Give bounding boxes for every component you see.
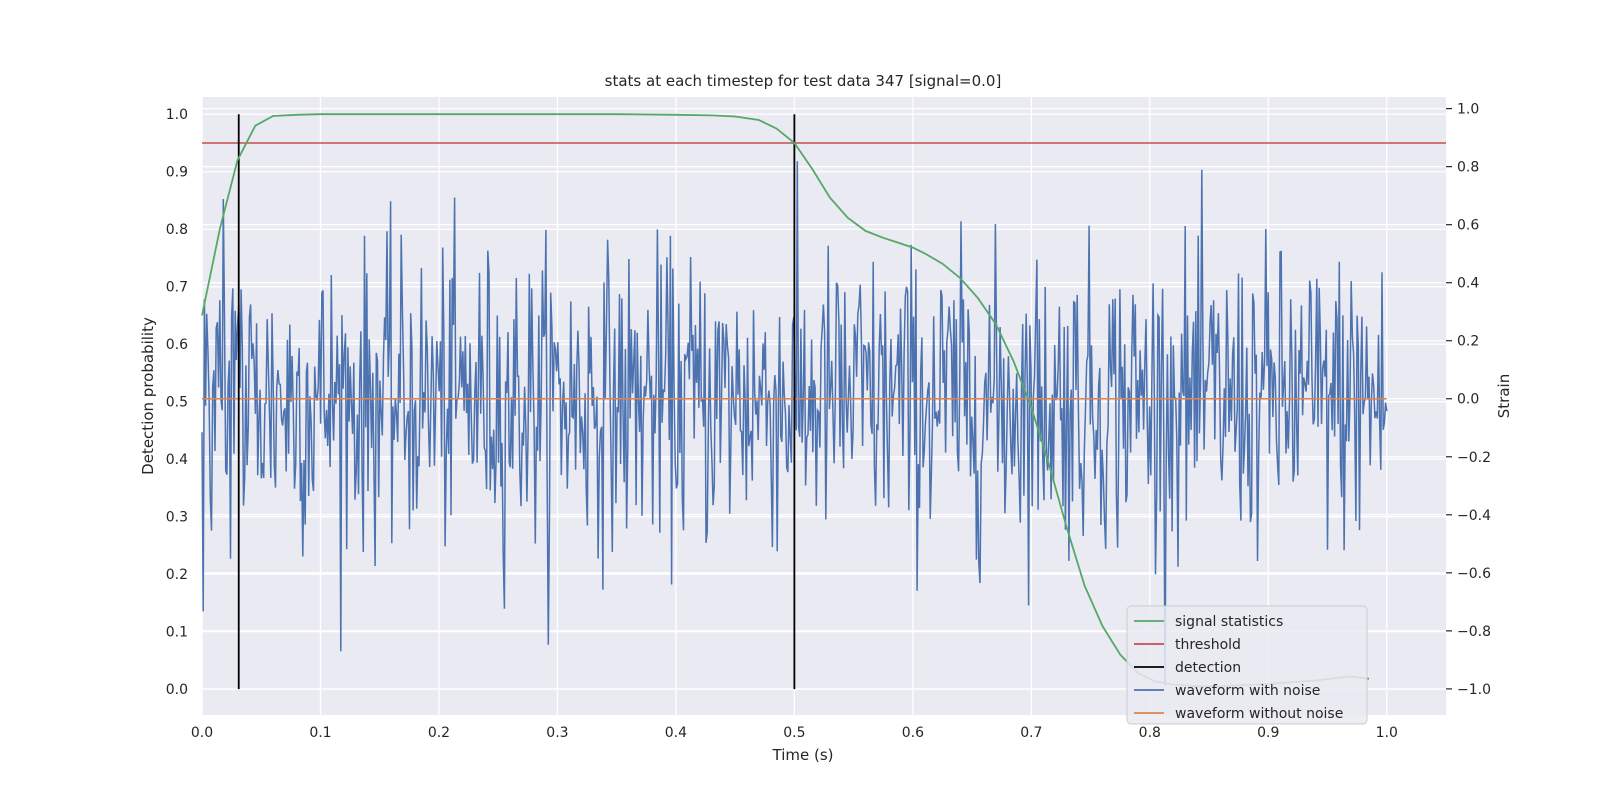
- legend-entry: signal statistics: [1175, 614, 1283, 630]
- y-tick-label: 0.5: [166, 395, 188, 411]
- legend-entry: threshold: [1175, 637, 1241, 653]
- x-tick-label: 0.5: [783, 725, 805, 741]
- chart-title: stats at each timestep for test data 347…: [605, 72, 1002, 90]
- y2-tick-label: −0.4: [1457, 508, 1491, 524]
- legend-entry: detection: [1175, 660, 1241, 676]
- figure: 0.0 0.1 0.2 0.3 0.4 0.5 0.6 0.7 0.8 0.9 1.0 0.0 0.1 0…: [0, 0, 1600, 800]
- x-tick-label: 0.9: [1257, 725, 1279, 741]
- y2-tick-label: 0.6: [1457, 218, 1479, 234]
- y2-tick-label: 1.0: [1457, 102, 1479, 118]
- x-tick-label: 0.3: [546, 725, 568, 741]
- x-axis-label: Time (s): [772, 746, 834, 764]
- y2-axis-label: Strain: [1495, 374, 1513, 418]
- y-tick-label: 0.7: [166, 280, 188, 296]
- x-tick-label: 0.6: [902, 725, 924, 741]
- y2-tick-label: 0.8: [1457, 160, 1479, 176]
- x-tick-label: 1.0: [1376, 725, 1398, 741]
- x-tick-label: 0.0: [191, 725, 213, 741]
- y-axis-label: Detection probability: [139, 317, 157, 475]
- y2-tick-label: −0.8: [1457, 624, 1491, 640]
- y2-tick-label: 0.0: [1457, 392, 1479, 408]
- y-tick-label: 0.2: [166, 567, 188, 583]
- x-tick-label: 0.1: [309, 725, 331, 741]
- y2-tick-label: 0.2: [1457, 334, 1479, 350]
- y-tick-label: 0.8: [166, 222, 188, 238]
- legend-entry: waveform without noise: [1175, 706, 1343, 722]
- y2-tick-label: −1.0: [1457, 682, 1491, 698]
- legend-entry: waveform with noise: [1175, 683, 1320, 699]
- y-tick-label: 0.4: [166, 452, 188, 468]
- y-tick-label: 0.3: [166, 510, 188, 526]
- y-tick-label: 0.9: [166, 165, 188, 181]
- x-tick-label: 0.4: [665, 725, 687, 741]
- y-tick-label: 1.0: [166, 107, 188, 123]
- y2-tick-label: 0.4: [1457, 276, 1479, 292]
- x-tick-label: 0.7: [1020, 725, 1042, 741]
- x-tick-label: 0.2: [428, 725, 450, 741]
- y-tick-label: 0.1: [166, 625, 188, 641]
- y2-tick-label: −0.6: [1457, 566, 1491, 582]
- y-tick-label: 0.0: [166, 682, 188, 698]
- x-tick-label: 0.8: [1139, 725, 1161, 741]
- y-tick-label: 0.6: [166, 337, 188, 353]
- legend: signal statistics threshold detection wavef…: [1127, 606, 1367, 724]
- y2-tick-label: −0.2: [1457, 450, 1491, 466]
